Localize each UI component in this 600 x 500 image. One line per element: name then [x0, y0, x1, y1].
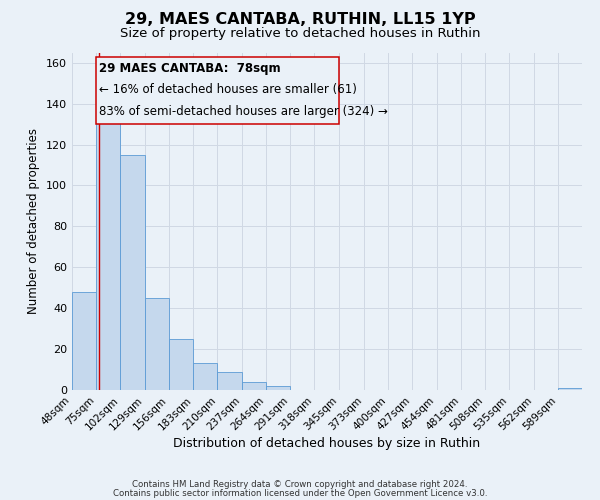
Bar [193, 364, 217, 390]
Bar [96, 116, 121, 390]
Bar [169, 339, 193, 390]
Text: Contains public sector information licensed under the Open Government Licence v3: Contains public sector information licen… [113, 488, 487, 498]
Text: 29 MAES CANTABA:  78sqm: 29 MAES CANTABA: 78sqm [99, 62, 281, 74]
Bar [121, 155, 145, 390]
Bar [242, 382, 266, 390]
Y-axis label: Number of detached properties: Number of detached properties [28, 128, 40, 314]
Text: Size of property relative to detached houses in Ruthin: Size of property relative to detached ho… [120, 28, 480, 40]
Text: 29, MAES CANTABA, RUTHIN, LL15 1YP: 29, MAES CANTABA, RUTHIN, LL15 1YP [125, 12, 475, 28]
Bar [72, 292, 96, 390]
Bar [96, 56, 338, 124]
Text: 83% of semi-detached houses are larger (324) →: 83% of semi-detached houses are larger (… [99, 104, 388, 118]
Text: Contains HM Land Registry data © Crown copyright and database right 2024.: Contains HM Land Registry data © Crown c… [132, 480, 468, 489]
Bar [266, 386, 290, 390]
X-axis label: Distribution of detached houses by size in Ruthin: Distribution of detached houses by size … [173, 438, 481, 450]
Bar [145, 298, 169, 390]
Text: ← 16% of detached houses are smaller (61): ← 16% of detached houses are smaller (61… [99, 83, 357, 96]
Bar [558, 388, 582, 390]
Bar [217, 372, 242, 390]
